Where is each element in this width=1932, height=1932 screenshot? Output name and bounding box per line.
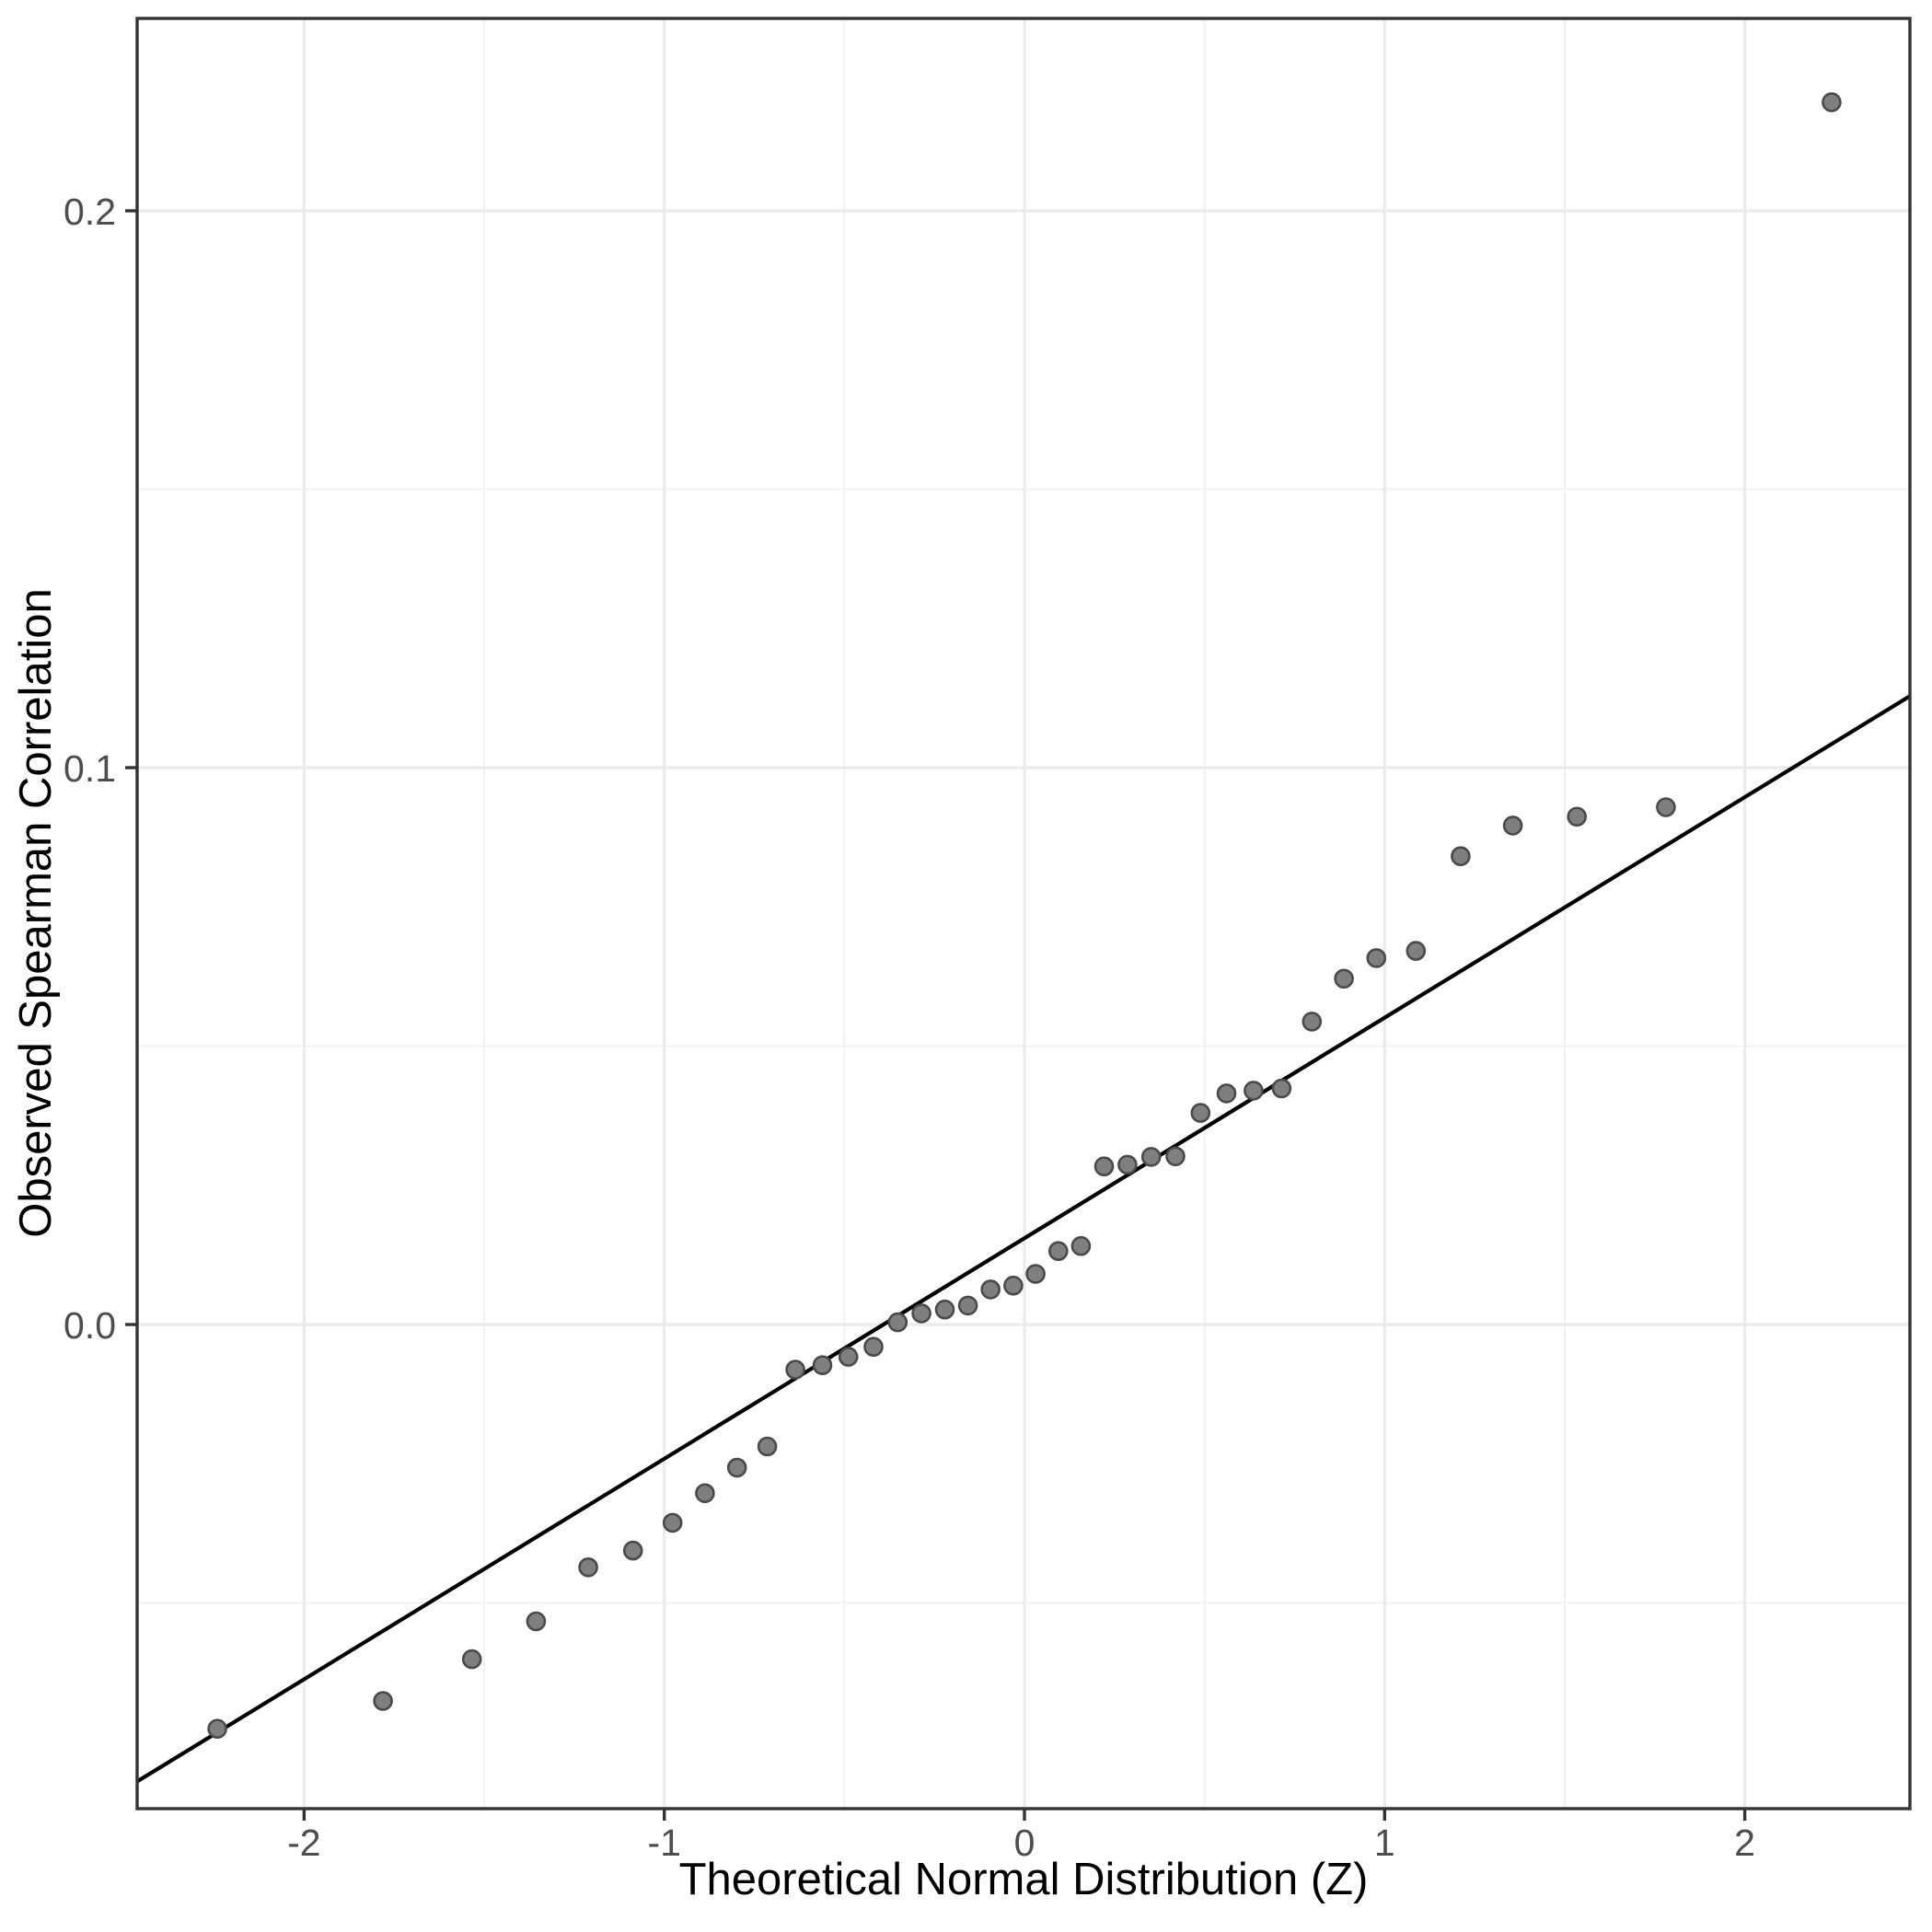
data-point — [1502, 816, 1523, 836]
y-axis-title: Observed Spearman Correlation — [11, 588, 61, 1237]
data-point — [1190, 1103, 1211, 1123]
data-point — [1451, 846, 1471, 867]
data-point — [785, 1359, 805, 1380]
data-point — [1301, 1012, 1323, 1032]
data-point — [461, 1649, 482, 1670]
data-point — [980, 1279, 1001, 1300]
data-point — [1366, 948, 1387, 968]
data-point — [1070, 1235, 1092, 1256]
data-point — [934, 1299, 955, 1320]
gridlines-major — [137, 18, 1910, 1809]
x-axis-title: Theoretical Normal Distribution (Z) — [679, 1855, 1369, 1904]
x-tick-label: -2 — [287, 1822, 320, 1864]
data-point — [1334, 968, 1354, 989]
data-point — [373, 1691, 393, 1711]
data-point — [957, 1295, 978, 1316]
x-tick-label: 1 — [1374, 1822, 1395, 1864]
data-point — [695, 1483, 715, 1504]
data-point — [1093, 1156, 1115, 1176]
data-point — [812, 1355, 833, 1375]
data-point — [1656, 797, 1676, 817]
data-point — [207, 1718, 227, 1739]
data-point — [1567, 806, 1587, 827]
data-point — [1244, 1081, 1264, 1101]
data-point — [1271, 1078, 1292, 1099]
data-point — [911, 1303, 931, 1324]
data-point — [578, 1557, 598, 1578]
data-point — [622, 1540, 643, 1561]
data-point — [1216, 1083, 1237, 1104]
data-point — [726, 1457, 747, 1478]
reference-line — [135, 694, 1912, 1784]
axis-ticks — [125, 209, 1747, 1821]
x-tick-label: -1 — [647, 1822, 680, 1864]
data-point — [1406, 941, 1427, 961]
data-point — [887, 1312, 908, 1333]
data-point — [1140, 1147, 1162, 1167]
axis-tick-labels: -2 -1 0 1 2 0.0 0.1 0.2 — [64, 191, 1755, 1864]
data-point — [1822, 92, 1842, 112]
data-point — [526, 1611, 547, 1632]
data-point — [1048, 1241, 1069, 1261]
points-layer — [207, 92, 1842, 1739]
data-point — [863, 1336, 884, 1357]
x-tick-label: 0 — [1014, 1822, 1035, 1864]
data-point — [757, 1436, 778, 1457]
y-tick-label: 0.1 — [64, 747, 116, 790]
x-tick-label: 2 — [1734, 1822, 1755, 1864]
data-point — [1025, 1264, 1046, 1284]
data-point — [1117, 1154, 1138, 1175]
y-tick-label: 0.0 — [64, 1304, 116, 1347]
data-point — [662, 1512, 683, 1533]
data-point — [1003, 1275, 1024, 1296]
y-tick-label: 0.2 — [64, 191, 116, 233]
data-point — [1165, 1146, 1186, 1167]
data-point — [838, 1347, 859, 1367]
